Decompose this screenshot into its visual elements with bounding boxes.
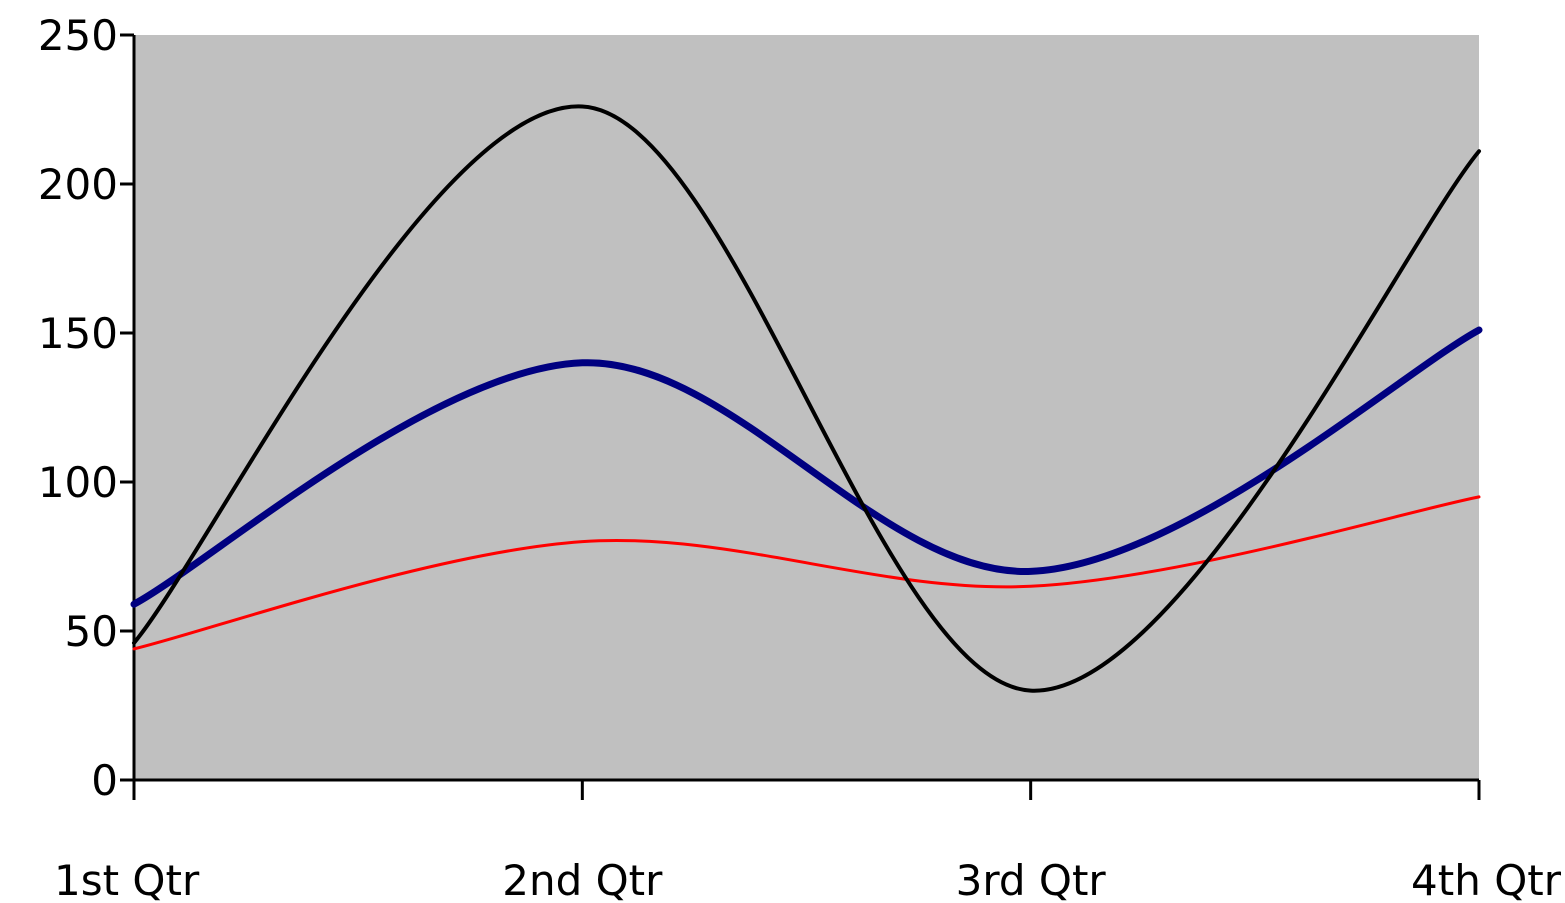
x-tick-label: 1st Qtr — [54, 856, 200, 903]
x-tick-label: 4th Qtr — [1411, 856, 1562, 903]
series-layer — [130, 104, 1483, 693]
x-tick-label: 3rd Qtr — [956, 856, 1107, 903]
plot-area — [134, 35, 1479, 780]
series-line-2 — [130, 326, 1483, 608]
y-tick-label: 100 — [38, 458, 118, 507]
y-tick-label: 200 — [38, 160, 118, 209]
x-tick-label: 2nd Qtr — [502, 856, 663, 903]
y-tick-label: 0 — [91, 756, 118, 805]
x-axis: 1st Qtr 2nd Qtr 3rd Qtr 4th Qtr — [54, 778, 1562, 903]
y-tick-label: 250 — [38, 11, 118, 60]
y-tick-label: 50 — [65, 607, 118, 656]
y-axis: 0 50 100 150 200 250 — [38, 11, 136, 805]
series-line-1 — [132, 495, 1481, 651]
series-line-3 — [132, 104, 1481, 693]
y-tick-label: 150 — [38, 309, 118, 358]
